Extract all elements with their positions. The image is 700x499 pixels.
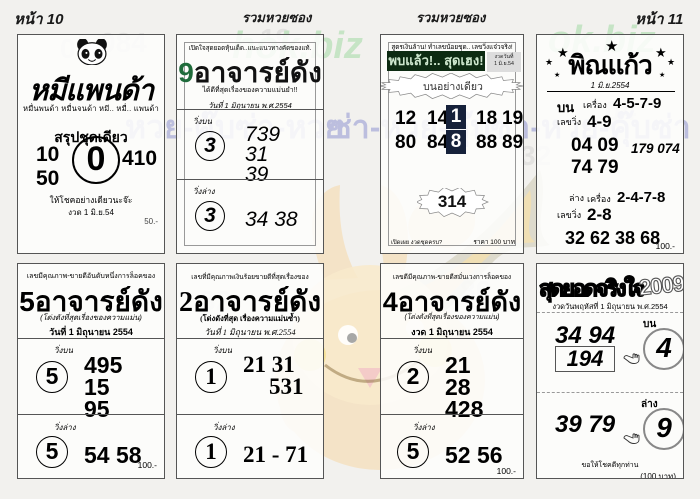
svg-text:314: 314 bbox=[438, 192, 467, 211]
svg-text:บนอย่างเดียว: บนอย่างเดียว bbox=[423, 80, 483, 93]
